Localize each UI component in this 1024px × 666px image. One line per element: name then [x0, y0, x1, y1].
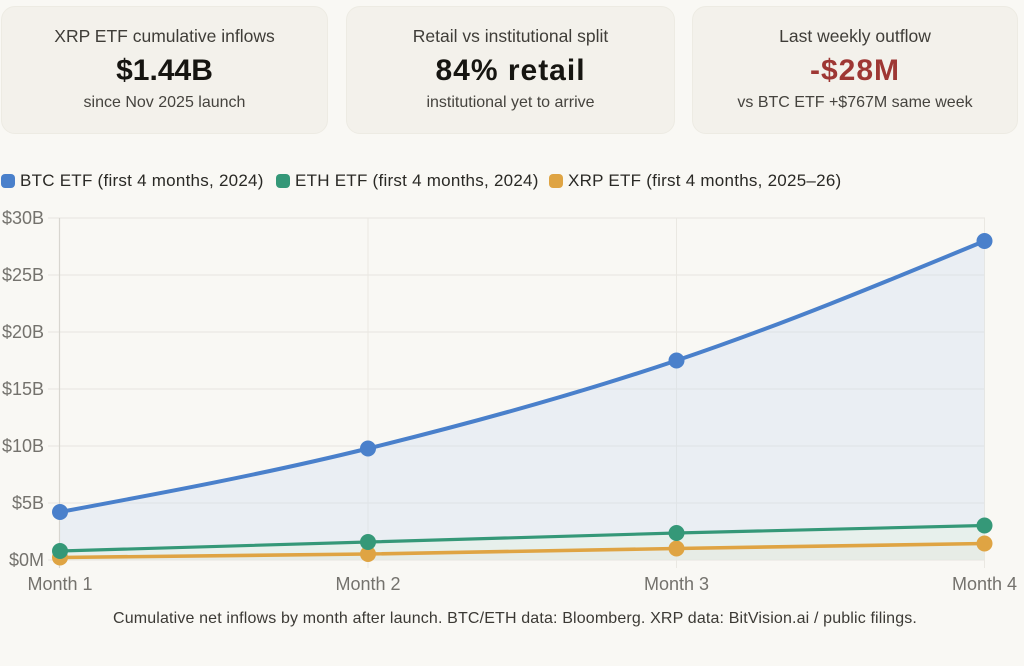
- svg-text:$15B: $15B: [2, 379, 44, 399]
- svg-text:$25B: $25B: [2, 265, 44, 285]
- svg-text:$20B: $20B: [2, 322, 44, 342]
- svg-text:Month 1: Month 1: [27, 574, 92, 594]
- svg-text:Month 2: Month 2: [335, 574, 400, 594]
- svg-text:$10B: $10B: [2, 436, 44, 456]
- svg-text:Month 4: Month 4: [952, 574, 1017, 594]
- svg-text:$0M: $0M: [9, 550, 44, 570]
- svg-text:$30B: $30B: [2, 208, 44, 228]
- svg-text:Month 3: Month 3: [644, 574, 709, 594]
- svg-text:$5B: $5B: [12, 493, 44, 513]
